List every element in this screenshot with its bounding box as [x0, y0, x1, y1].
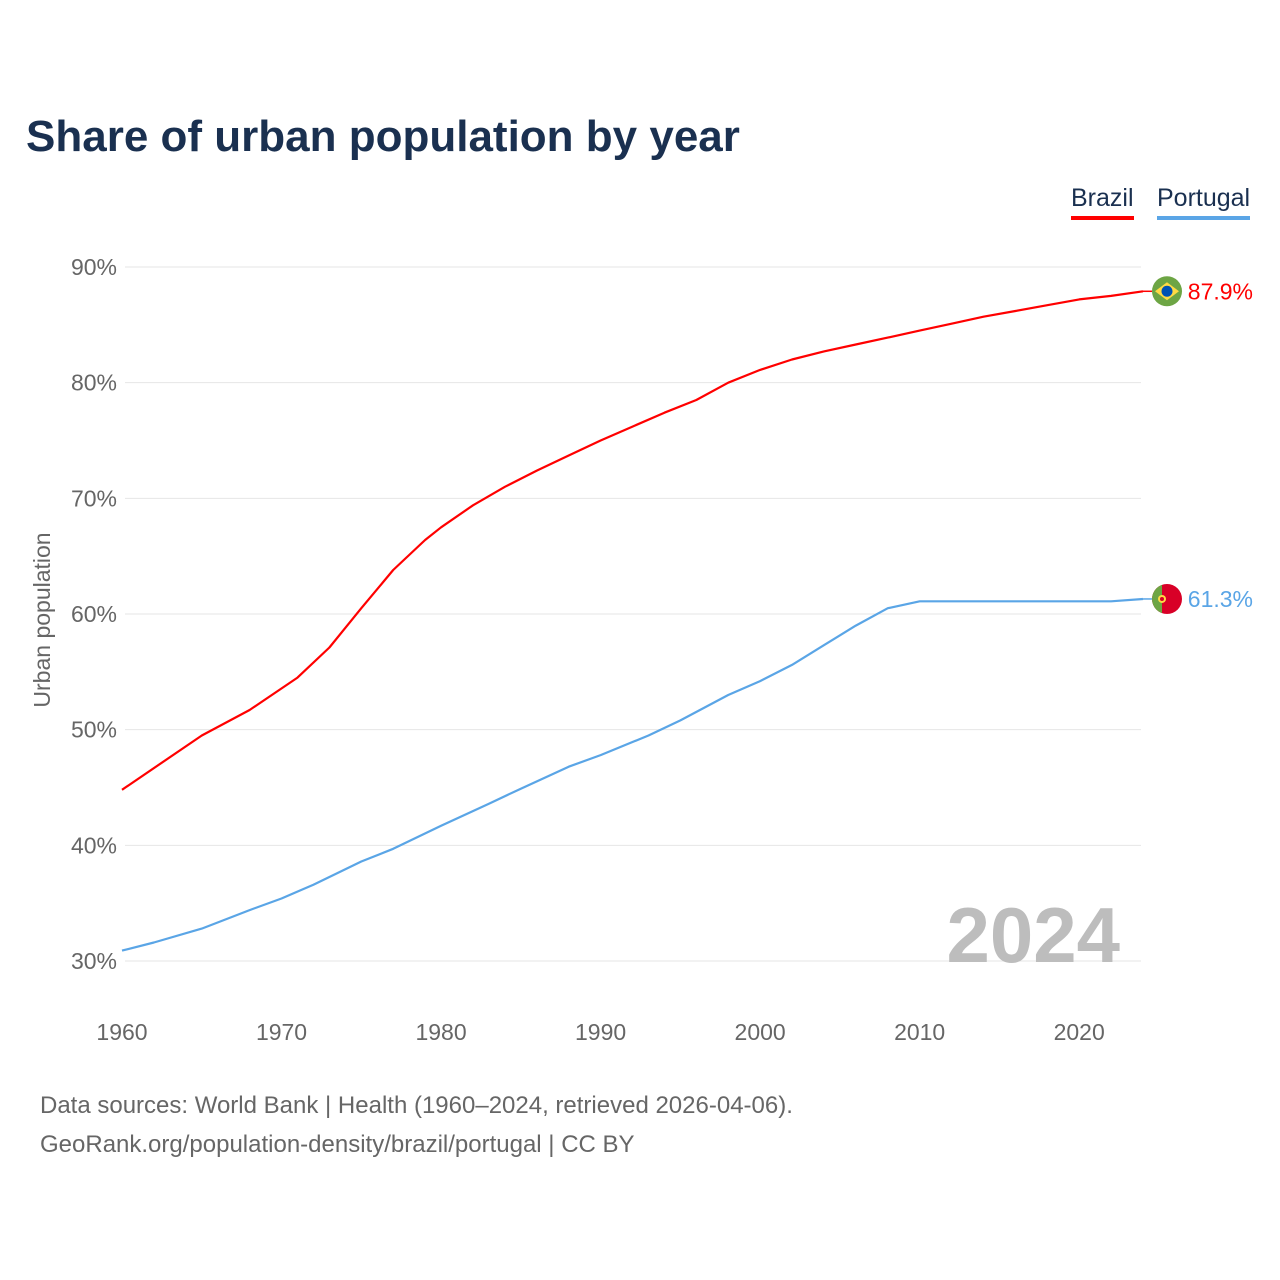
footer-sources: Data sources: World Bank | Health (1960–… — [40, 1092, 793, 1119]
footer: Data sources: World Bank | Health (1960–… — [40, 1086, 793, 1164]
legend-portugal[interactable]: Portugal — [1157, 184, 1251, 220]
y-tick-label: 50% — [71, 717, 117, 743]
x-tick-label: 2010 — [894, 1019, 945, 1045]
chart-title: Share of urban population by year — [26, 112, 740, 161]
y-tick-label: 80% — [71, 370, 117, 396]
year-watermark: 2024 — [946, 891, 1120, 979]
x-tick-label: 1970 — [256, 1019, 307, 1045]
y-tick-label: 40% — [71, 832, 117, 858]
x-tick-label: 1960 — [96, 1019, 147, 1045]
legend-brazil[interactable]: Brazil — [1071, 184, 1134, 220]
brazil-flag-icon — [1152, 276, 1182, 307]
y-axis-label: Urban population — [29, 532, 55, 707]
x-tick-label: 1980 — [415, 1019, 466, 1045]
x-tick-label: 1990 — [575, 1019, 626, 1045]
x-tick-label: 2020 — [1054, 1019, 1105, 1045]
series-line-brazil — [121, 290, 1144, 791]
y-tick-label: 30% — [71, 948, 117, 974]
y-tick-label: 70% — [71, 485, 117, 511]
series-line-portugal — [121, 597, 1144, 952]
y-tick-label: 90% — [71, 254, 117, 280]
end-value-label: 87.9% — [1188, 278, 1253, 304]
footer-link[interactable]: GeoRank.org/population-density/brazil/po… — [40, 1131, 635, 1158]
y-tick-label: 60% — [71, 601, 117, 627]
x-tick-label: 2000 — [735, 1019, 786, 1045]
portugal-flag-icon — [1152, 583, 1182, 614]
end-value-label: 61.3% — [1188, 586, 1253, 612]
